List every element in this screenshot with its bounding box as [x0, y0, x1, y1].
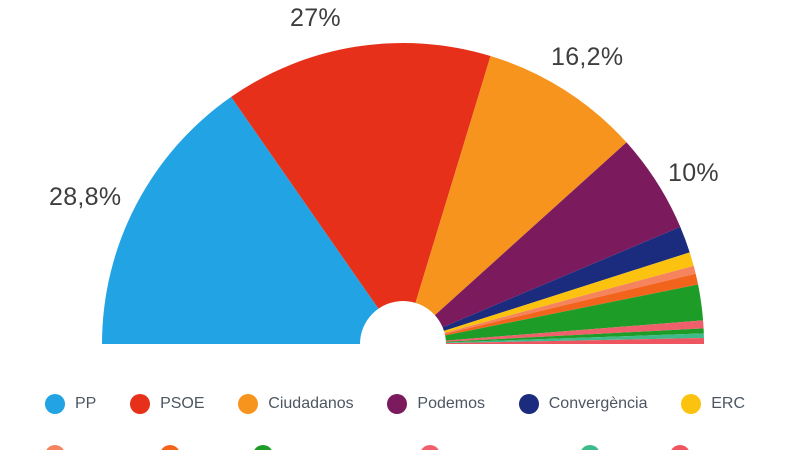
- legend-row-1: PP PSOE Ciudadanos Podemos Convergència ERC: [45, 394, 745, 414]
- slice-small-8: [403, 284, 704, 344]
- legend-item-pp: PP: [45, 394, 96, 414]
- slice-podemos: [403, 142, 681, 344]
- legend-dot-ciudadanos: [238, 394, 259, 414]
- slice-small-12: [403, 337, 704, 344]
- slice-pp: [102, 96, 403, 345]
- slice-small-7: [403, 273, 699, 344]
- slice-convergncia: [403, 226, 690, 344]
- legend-label-convergncia: Convergència: [548, 395, 648, 412]
- legend-dot-convergncia: [518, 394, 539, 414]
- legend-item-podemos: Podemos: [387, 394, 485, 414]
- slice-ciudadanos: [403, 56, 627, 344]
- legend-item-erc: ERC: [681, 394, 745, 414]
- slice-psoe: [231, 42, 491, 345]
- pct-label-ciudadanos: 16,2%: [551, 43, 624, 71]
- pct-label-pp: 28,8%: [49, 183, 122, 211]
- slice-small-11: [403, 333, 704, 344]
- legend-dot-erc: [681, 394, 702, 414]
- legend-label-psoe: PSOE: [160, 395, 205, 412]
- legend-label-podemos: Podemos: [417, 395, 486, 412]
- legend-item-convergncia: Convergència: [518, 394, 648, 414]
- legend-item-ciudadanos: Ciudadanos: [238, 394, 354, 414]
- legend-dot-psoe: [130, 394, 151, 414]
- legend-dot-podemos: [387, 394, 408, 414]
- pct-label-podemos: 10%: [668, 159, 719, 187]
- pct-label-psoe: 27%: [290, 4, 341, 32]
- slice-small-6: [403, 265, 696, 344]
- legend-label-ciudadanos: Ciudadanos: [268, 395, 354, 412]
- slice-erc: [403, 252, 694, 344]
- donut-hole: [360, 301, 446, 387]
- slice-small-9: [403, 320, 704, 344]
- legend-item-psoe: PSOE: [130, 394, 205, 414]
- legend-label-pp: PP: [75, 395, 97, 412]
- legend-dot-pp: [45, 394, 65, 414]
- legend-label-erc: ERC: [711, 395, 745, 412]
- slice-small-10: [403, 328, 704, 344]
